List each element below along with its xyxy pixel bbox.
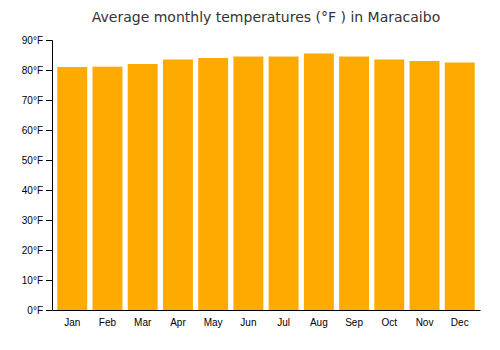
tick-mark bbox=[46, 160, 52, 161]
tick-label: Jul bbox=[277, 317, 290, 328]
bar bbox=[269, 57, 299, 311]
tick: 40°F bbox=[22, 185, 52, 196]
tick: Oct bbox=[382, 317, 398, 328]
bar bbox=[445, 63, 475, 311]
tick-mark bbox=[46, 250, 52, 251]
tick-label: 70°F bbox=[22, 95, 43, 106]
tick-label: Dec bbox=[451, 317, 469, 328]
tick: May bbox=[204, 317, 223, 328]
bar bbox=[410, 61, 440, 310]
bars bbox=[57, 54, 474, 311]
tick: Apr bbox=[170, 317, 186, 328]
tick: 70°F bbox=[22, 95, 52, 106]
tick-mark bbox=[46, 100, 52, 101]
tick-label: 20°F bbox=[22, 245, 43, 256]
tick: Feb bbox=[99, 317, 117, 328]
bar bbox=[128, 64, 158, 310]
tick-mark bbox=[46, 130, 52, 131]
tick-mark bbox=[46, 40, 52, 41]
bar bbox=[374, 60, 404, 311]
y-axis: 0°F 10°F 20°F 30°F 40°F 50°F 60°F 70°F 80°F 90°F bbox=[22, 35, 53, 316]
tick-label: 80°F bbox=[22, 65, 43, 76]
tick-label: 40°F bbox=[22, 185, 43, 196]
x-axis: Jan Feb Mar Apr May Jun Jul Aug Sep Oct Nov Dec bbox=[53, 311, 481, 329]
tick: Aug bbox=[310, 317, 328, 328]
tick-mark bbox=[46, 70, 52, 71]
tick: Sep bbox=[345, 317, 363, 328]
tick-label: Nov bbox=[416, 317, 434, 328]
tick: 0°F bbox=[27, 305, 52, 316]
axis-line bbox=[46, 41, 53, 311]
tick-label: Jun bbox=[240, 317, 256, 328]
tick-label: Jan bbox=[64, 317, 80, 328]
tick: 10°F bbox=[22, 275, 52, 286]
tick-label: 10°F bbox=[22, 275, 43, 286]
axis-line bbox=[53, 310, 481, 311]
tick-label: Oct bbox=[382, 317, 398, 328]
tick: Jul bbox=[277, 317, 290, 328]
bar bbox=[339, 57, 369, 311]
tick: Dec bbox=[451, 317, 469, 328]
bar bbox=[57, 67, 87, 310]
title: Average monthly temperatures (°F ) in Ma… bbox=[92, 9, 440, 25]
tick: Jun bbox=[240, 317, 256, 328]
tick: 90°F bbox=[22, 35, 52, 46]
tick: 80°F bbox=[22, 65, 52, 76]
chart: 0°F 10°F 20°F 30°F 40°F 50°F 60°F 70°F 80°F 90°F J… bbox=[0, 0, 500, 350]
tick: 60°F bbox=[22, 125, 52, 136]
tick-label: Feb bbox=[99, 317, 117, 328]
tick: Jan bbox=[64, 317, 80, 328]
tick-label: May bbox=[204, 317, 223, 328]
tick: 50°F bbox=[22, 155, 52, 166]
bar bbox=[233, 57, 263, 311]
tick-label: 90°F bbox=[22, 35, 43, 46]
tick-mark bbox=[46, 280, 52, 281]
tick: 30°F bbox=[22, 215, 52, 226]
tick: Nov bbox=[416, 317, 434, 328]
bar bbox=[93, 67, 123, 310]
tick-label: Aug bbox=[310, 317, 328, 328]
tick-label: Apr bbox=[170, 317, 186, 328]
tick-mark bbox=[46, 310, 52, 311]
tick-label: 50°F bbox=[22, 155, 43, 166]
tick-label: Mar bbox=[134, 317, 152, 328]
bar bbox=[304, 54, 334, 311]
tick-mark bbox=[46, 190, 52, 191]
bar bbox=[198, 58, 228, 310]
tick-label: 30°F bbox=[22, 215, 43, 226]
plot: 0°F 10°F 20°F 30°F 40°F 50°F 60°F 70°F 80°F 90°F J… bbox=[22, 35, 481, 328]
tick: 20°F bbox=[22, 245, 52, 256]
tick: Mar bbox=[134, 317, 152, 328]
bar bbox=[163, 60, 193, 311]
tick-label: 60°F bbox=[22, 125, 43, 136]
tick-label: 0°F bbox=[27, 305, 43, 316]
tick-label: Sep bbox=[345, 317, 363, 328]
tick-mark bbox=[46, 220, 52, 221]
